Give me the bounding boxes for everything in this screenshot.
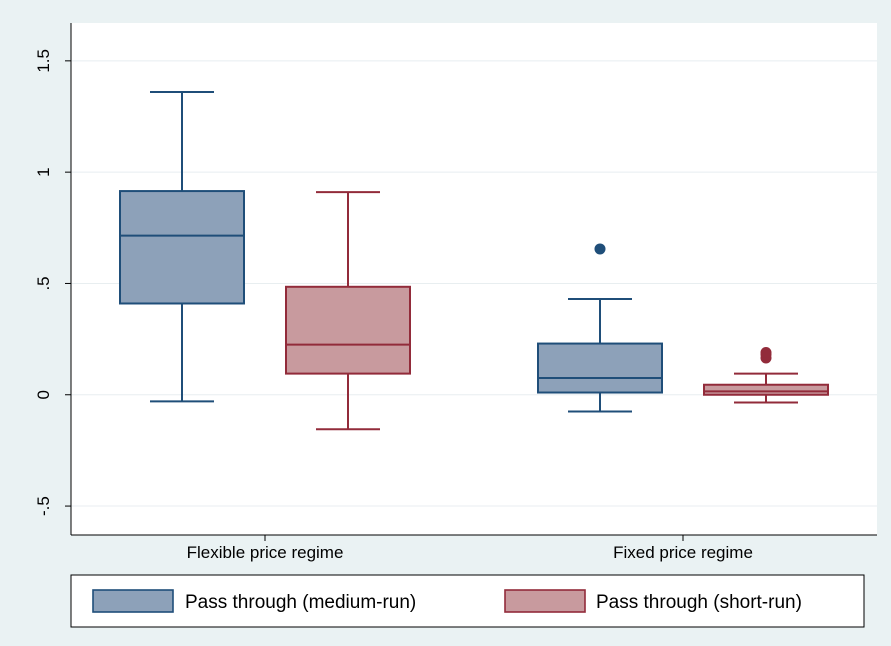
y-tick-label: -.5: [34, 496, 53, 516]
y-tick-label: 1.5: [34, 49, 53, 73]
legend-swatch-short-run: [505, 590, 585, 612]
x-tick-label: Fixed price regime: [613, 543, 753, 562]
legend-swatch-medium-run: [93, 590, 173, 612]
iqr-box: [286, 287, 410, 374]
legend-label-medium-run: Pass through (medium-run): [185, 592, 416, 613]
x-tick-label: Flexible price regime: [187, 543, 344, 562]
outlier-point: [595, 243, 606, 254]
legend: Pass through (medium-run) Pass through (…: [71, 575, 864, 627]
iqr-box: [120, 191, 244, 303]
y-axis-ticks: -.5 0 .5 1 1.5: [34, 49, 71, 516]
y-tick-label: 1: [34, 167, 53, 176]
y-tick-label: .5: [34, 276, 53, 290]
iqr-box: [538, 344, 662, 393]
outlier-point: [761, 347, 772, 358]
legend-label-short-run: Pass through (short-run): [596, 592, 802, 613]
iqr-box: [704, 385, 828, 395]
x-axis-labels: Flexible price regime Fixed price regime: [187, 535, 753, 562]
y-tick-label: 0: [34, 390, 53, 399]
